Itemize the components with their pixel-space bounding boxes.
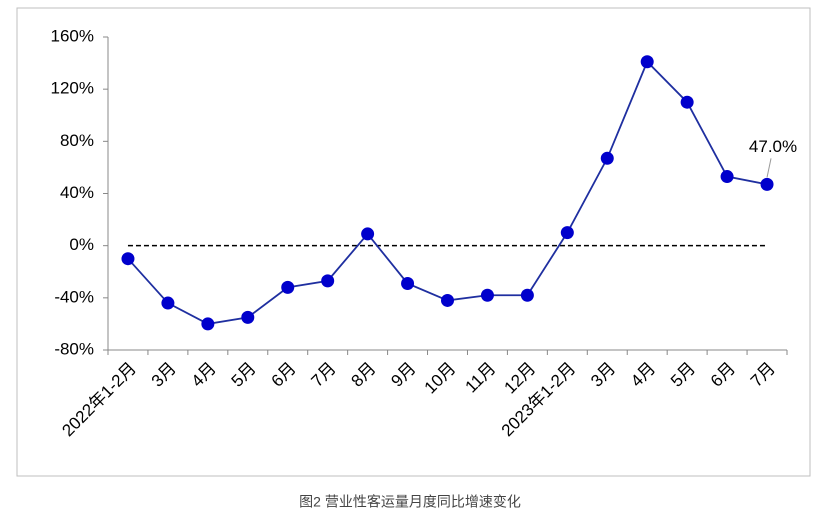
x-tick-label: 6月 — [268, 359, 300, 391]
x-tick-label: 7月 — [747, 359, 779, 391]
point — [401, 276, 415, 290]
y-tick-label: 80% — [60, 131, 94, 150]
y-tick-label: 160% — [51, 26, 94, 45]
label-leader — [766, 158, 772, 178]
x-tick-label: 4月 — [627, 359, 659, 391]
point — [441, 293, 454, 307]
point — [720, 170, 734, 184]
y-tick-label: 120% — [51, 79, 94, 98]
point — [241, 310, 255, 324]
point — [480, 288, 494, 302]
y-tick-label: 0% — [69, 235, 94, 254]
x-tick-label: 5月 — [228, 359, 260, 391]
x-tick-label: 4月 — [188, 359, 220, 391]
y-tick-label: -40% — [54, 287, 94, 306]
point — [321, 274, 335, 288]
line — [127, 60, 768, 325]
x-tick-label: 9月 — [387, 359, 419, 391]
point — [560, 226, 574, 240]
point — [201, 317, 215, 331]
x-tick-label: 2023年1-2月 — [498, 359, 580, 441]
caption: 图2 营业性客运量月度同比增速变化 — [299, 494, 521, 510]
x-tick-label: 3月 — [587, 359, 619, 391]
point — [121, 252, 135, 266]
point — [680, 95, 694, 109]
value-label: 47.0% — [749, 137, 797, 156]
point — [361, 227, 375, 241]
point — [161, 296, 175, 310]
x-tick-label: 2022年1-2月 — [58, 359, 140, 441]
point — [520, 288, 534, 302]
x-tick-label: 6月 — [707, 359, 739, 391]
chart-frame — [16, 7, 811, 477]
y-tick-label: 40% — [60, 183, 94, 202]
y-tick-label: -80% — [54, 339, 94, 358]
x-tick-label: 11月 — [461, 359, 499, 397]
point — [760, 177, 774, 191]
point — [640, 55, 654, 69]
x-tick-label: 10月 — [421, 359, 460, 398]
point — [281, 280, 295, 294]
x-tick-label: 5月 — [667, 359, 699, 391]
x-tick-label: 7月 — [308, 359, 340, 391]
x-tick-label: 3月 — [148, 359, 180, 391]
point — [600, 151, 614, 165]
x-tick-label: 8月 — [347, 359, 379, 391]
